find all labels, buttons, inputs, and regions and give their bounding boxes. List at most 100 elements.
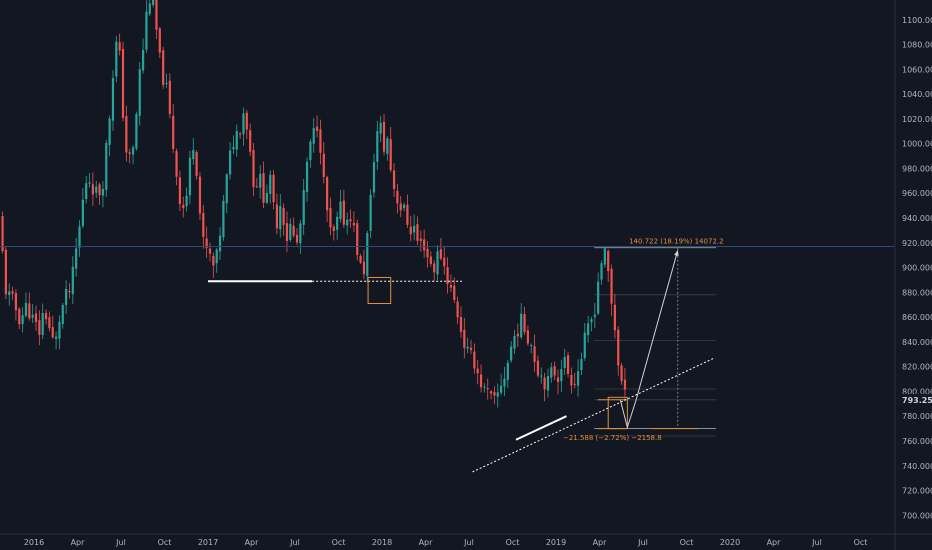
candle-body-107 [359, 255, 362, 263]
candle-body-50 [168, 80, 171, 114]
candle-body-166 [556, 377, 560, 382]
candle-body-177 [593, 314, 596, 318]
price-tick-7: 820.000 [902, 363, 932, 372]
candle-body-3 [11, 291, 14, 294]
candle-body-21 [71, 266, 74, 295]
price-axis[interactable]: 700.000 720.000 740.000 760.000 780.000 800.0… [894, 0, 932, 550]
candle-body-19 [65, 289, 68, 306]
candle-body-93 [312, 127, 315, 144]
candle-body-168 [563, 357, 566, 369]
candle-body-72 [242, 113, 245, 135]
drawing-tools[interactable]: 140.722 (18.19%) 14072.2 −21.588 (−2.72%)… [0, 238, 895, 473]
price-tick-8: 840.000 [902, 338, 932, 347]
time-tick-8: 2018 [372, 538, 392, 547]
candle-body-61 [205, 238, 208, 248]
candle-body-161 [540, 375, 543, 377]
price-tick-12: 920.000 [902, 239, 932, 248]
stop-label: −21.588 (−2.72%) −2158.8 [563, 434, 662, 442]
candle-body-6 [21, 315, 24, 325]
price-tick-5: 780.000 [902, 412, 932, 421]
candle-body-17 [58, 321, 61, 339]
time-axis[interactable]: 2016 Apr Jul Oct 2017 Apr Jul Oct 2018 Apr Jul Oct 2… [0, 533, 932, 547]
candle-body-30 [101, 189, 105, 196]
candle-body-170 [570, 375, 573, 386]
projection-arrow [619, 250, 679, 430]
candle-body-24 [81, 199, 84, 227]
time-tick-5: Apr [245, 538, 260, 547]
candle-body-22 [75, 248, 78, 269]
candle-body-145 [486, 388, 489, 390]
candle-body-36 [121, 48, 125, 118]
candle-body-89 [299, 223, 302, 244]
candle-body-139 [466, 346, 469, 349]
time-tick-9: Apr [419, 538, 434, 547]
candle-body-172 [576, 371, 580, 386]
candle-body-153 [513, 335, 516, 349]
candle-body-35 [118, 42, 121, 51]
candle-body-124 [416, 224, 419, 241]
candle-body-155 [520, 313, 523, 338]
candle-body-94 [315, 126, 319, 131]
candle-body-142 [476, 368, 479, 374]
candle-body-16 [54, 336, 58, 339]
candle-body-160 [536, 360, 540, 376]
time-tick-15: Oct [680, 538, 694, 547]
candle-body-59 [198, 176, 202, 214]
candle-body-15 [51, 327, 54, 338]
candle-body-102 [342, 200, 345, 225]
candle-body-76 [255, 186, 258, 188]
price-tick-19: 1060.000 [902, 65, 932, 74]
candle-body-88 [295, 234, 299, 243]
candle-body-127 [426, 248, 429, 258]
candle-body-65 [218, 235, 222, 252]
price-tick-2: 720.000 [902, 487, 932, 496]
candle-body-104 [349, 219, 352, 222]
candle-body-148 [496, 392, 499, 397]
trend-line-dotted [472, 357, 715, 473]
candle-body-128 [429, 256, 432, 264]
candle-body-52 [175, 151, 178, 177]
candle-body-186 [623, 379, 627, 390]
candle-body-146 [489, 391, 493, 394]
candle-body-20 [68, 291, 71, 293]
entry-box [607, 396, 628, 430]
price-tick-3: 740.000 [902, 462, 932, 471]
time-tick-2: Jul [115, 538, 126, 547]
candle-body-13 [44, 313, 48, 320]
candle-body-25 [85, 183, 88, 200]
candle-body-143 [479, 374, 483, 388]
candle-body-147 [493, 392, 496, 396]
time-tick-17: Apr [767, 538, 782, 547]
price-tick-17: 1020.000 [902, 115, 932, 124]
candle-body-40 [135, 114, 138, 149]
candle-body-144 [483, 386, 486, 388]
time-tick-3: Oct [158, 538, 172, 547]
candle-body-111 [372, 162, 376, 193]
candle-body-2 [8, 291, 11, 295]
candle-body-105 [352, 222, 355, 226]
candle-body-85 [285, 223, 289, 241]
candle-body-70 [235, 131, 238, 150]
candle-body-119 [399, 203, 402, 211]
candle-body-150 [503, 378, 506, 387]
candle-body-1 [4, 249, 7, 295]
candle-body-163 [546, 375, 550, 391]
candle-body-11 [38, 320, 41, 335]
candle-body-129 [433, 263, 436, 273]
candle-body-133 [446, 267, 449, 284]
candle-body-82 [275, 204, 279, 229]
candle-body-81 [272, 174, 275, 203]
candle-body-67 [225, 174, 228, 204]
last-price-tag [896, 393, 932, 406]
candle-body-98 [329, 207, 332, 228]
candle-body-41 [138, 69, 141, 116]
candle-body-45 [152, 0, 155, 5]
candle-body-75 [252, 150, 255, 187]
candle-body-154 [516, 333, 519, 337]
candle-body-108 [362, 261, 366, 275]
time-tick-6: Jul [289, 538, 300, 547]
price-tick-11: 900.000 [902, 264, 932, 273]
candle-body-134 [449, 285, 453, 288]
